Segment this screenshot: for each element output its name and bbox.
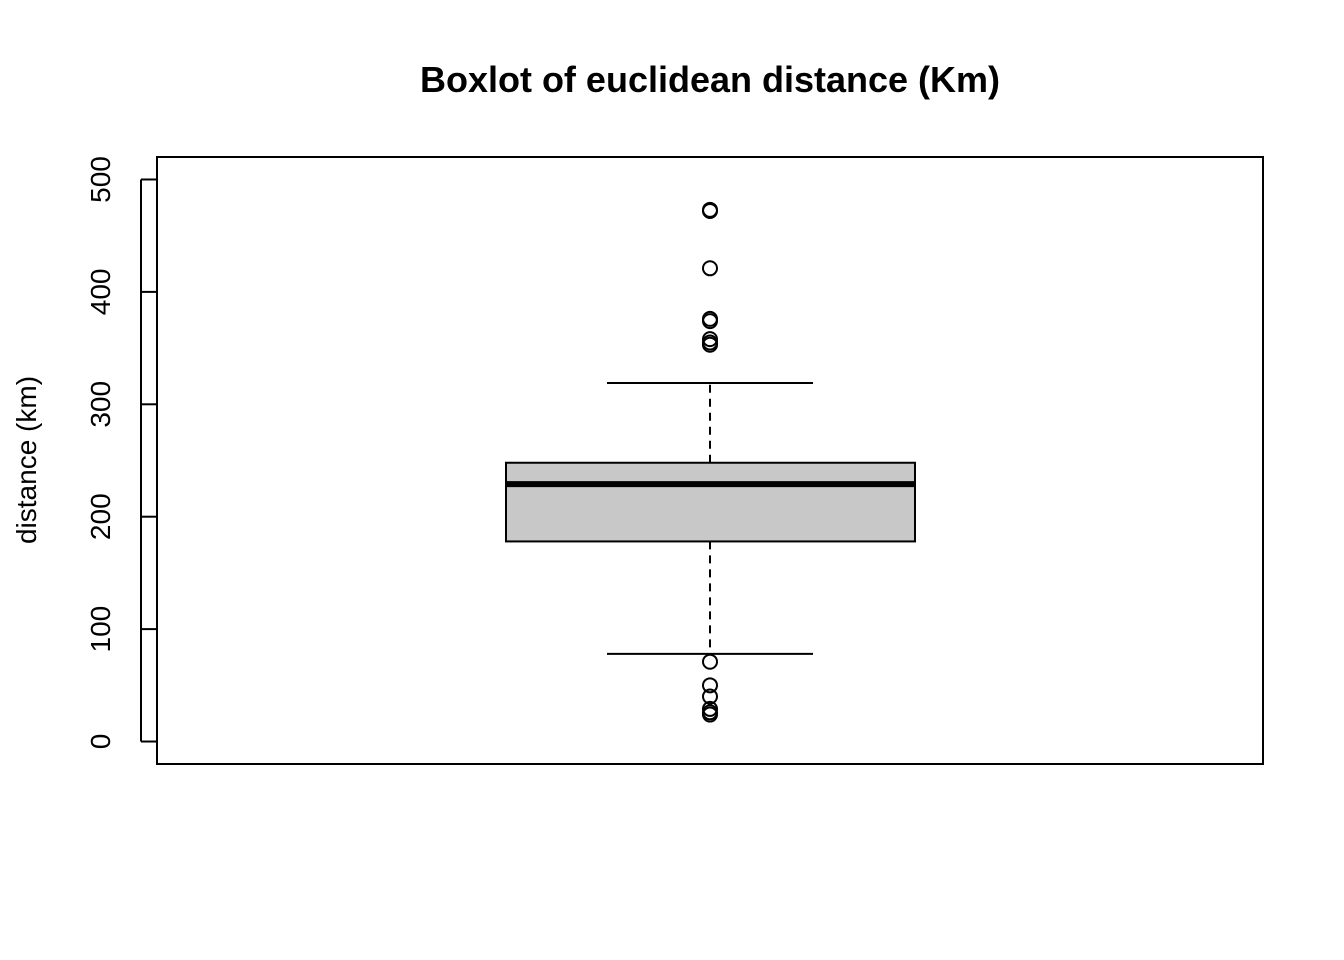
y-tick-label: 300: [85, 381, 116, 428]
outlier-point: [702, 260, 718, 277]
outlier-point: [702, 313, 718, 330]
outlier-point: [702, 336, 718, 353]
box-group: [505, 381, 916, 655]
y-tick-label: 0: [85, 734, 116, 750]
iqr-box: [505, 461, 916, 543]
outlier-point: [702, 677, 718, 694]
y-tick-label: 200: [85, 493, 116, 540]
y-tick-label: 400: [85, 269, 116, 316]
chart-title: Boxlot of euclidean distance (Km): [420, 59, 1000, 100]
y-tick-label: 500: [85, 156, 116, 203]
outlier-point: [702, 706, 718, 723]
outlier-point: [702, 202, 718, 219]
y-axis-label: distance (km): [11, 376, 42, 544]
plot-frame: [156, 156, 1264, 765]
outlier-group: [702, 201, 718, 723]
outlier-point: [702, 688, 718, 705]
y-axis: 0 100 200 300 400 500: [85, 156, 157, 749]
y-tick-label: 100: [85, 606, 116, 653]
outlier-point: [702, 653, 718, 670]
